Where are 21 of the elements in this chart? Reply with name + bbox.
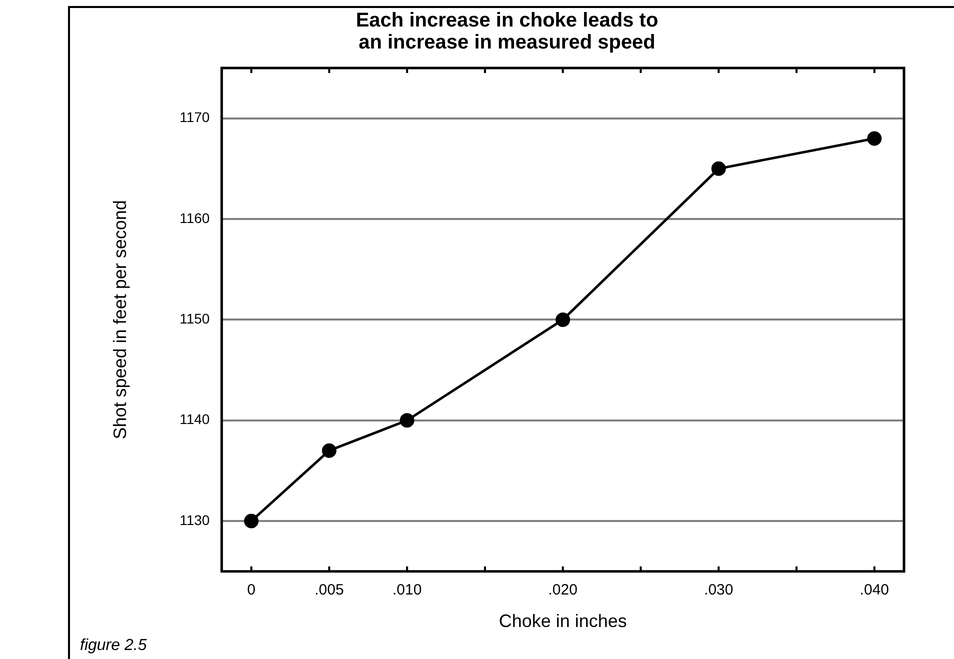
y-tick-label: 1160 [180, 210, 210, 226]
x-tick-label: .020 [548, 582, 578, 599]
y-axis-title: Shot speed in feet per second [110, 200, 130, 440]
y-tick-label: 1150 [180, 310, 210, 327]
point [556, 312, 570, 327]
chart-title: Each increase in choke leads to an increase in measured speed [356, 10, 658, 54]
point [400, 413, 414, 428]
y-tick-label: 1140 [180, 411, 210, 428]
x-tick-label: .005 [314, 582, 344, 599]
point [867, 131, 882, 146]
y-tick-label: 1170 [180, 109, 210, 126]
y-tick-label: 1130 [180, 512, 210, 528]
point [322, 443, 336, 458]
x-tick-label: .040 [860, 582, 890, 599]
x-tick-label: 0 [247, 582, 256, 599]
x-tick-label: .030 [704, 582, 734, 599]
point [711, 161, 726, 176]
point [244, 514, 259, 528]
x-axis-title: Choke in inches [498, 611, 627, 632]
x-tick-label: .010 [392, 582, 422, 599]
caption: figure 2.5 [80, 637, 147, 654]
